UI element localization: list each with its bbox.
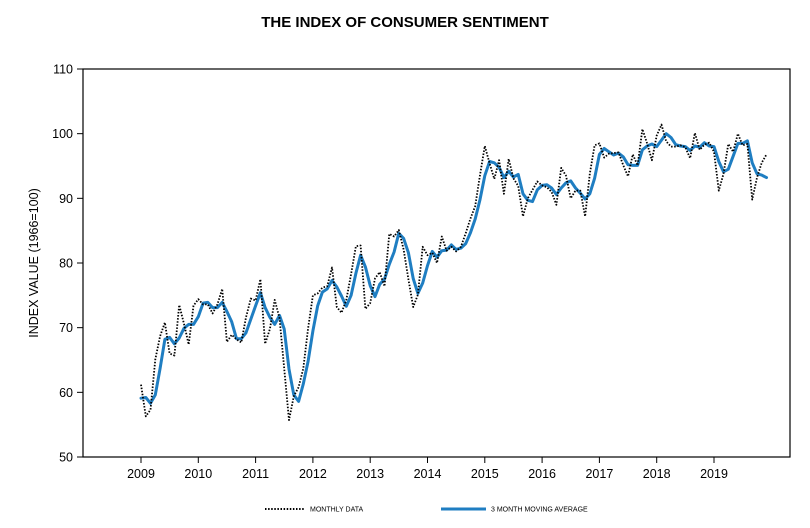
monthly-data-line [140,123,768,422]
moving-average-line [139,132,768,405]
y-tick-label: 70 [59,321,73,335]
series-lines [139,123,768,422]
y-tick-label: 100 [52,127,73,141]
y-axis-label: INDEX VALUE (1966=100) [27,188,41,338]
legend-label-moving-average: 3 MONTH MOVING AVERAGE [491,507,588,514]
x-tick-label: 2016 [528,467,556,481]
x-tick-label: 2018 [643,467,671,481]
x-tick-label: 2012 [299,467,327,481]
y-tick-label: 50 [59,451,73,465]
x-tick-label: 2019 [700,467,728,481]
y-tick-label: 80 [59,257,73,271]
y-tick-label: 110 [53,63,73,77]
x-tick-label: 2011 [242,467,269,481]
chart-title: THE INDEX OF CONSUMER SENTIMENT [261,14,549,31]
x-tick-label: 2017 [585,467,613,481]
x-tick-label: 2009 [127,467,155,481]
x-tick-label: 2010 [184,467,212,481]
x-tick-label: 2014 [414,467,442,481]
x-axis: 2009 2010 2011 2012 2013 2014 2015 2016 2017 2018… [127,457,728,481]
x-tick-label: 2013 [356,467,384,481]
plot-frame [82,68,791,458]
y-tick-label: 60 [59,386,73,400]
x-tick-label: 2015 [471,467,499,481]
y-tick-label: 90 [59,192,73,206]
y-axis: 50 60 70 80 90 100 110 [52,63,83,465]
legend-label-monthly: MONTHLY DATA [310,507,363,514]
legend: MONTHLY DATA 3 MONTH MOVING AVERAGE [265,507,588,514]
